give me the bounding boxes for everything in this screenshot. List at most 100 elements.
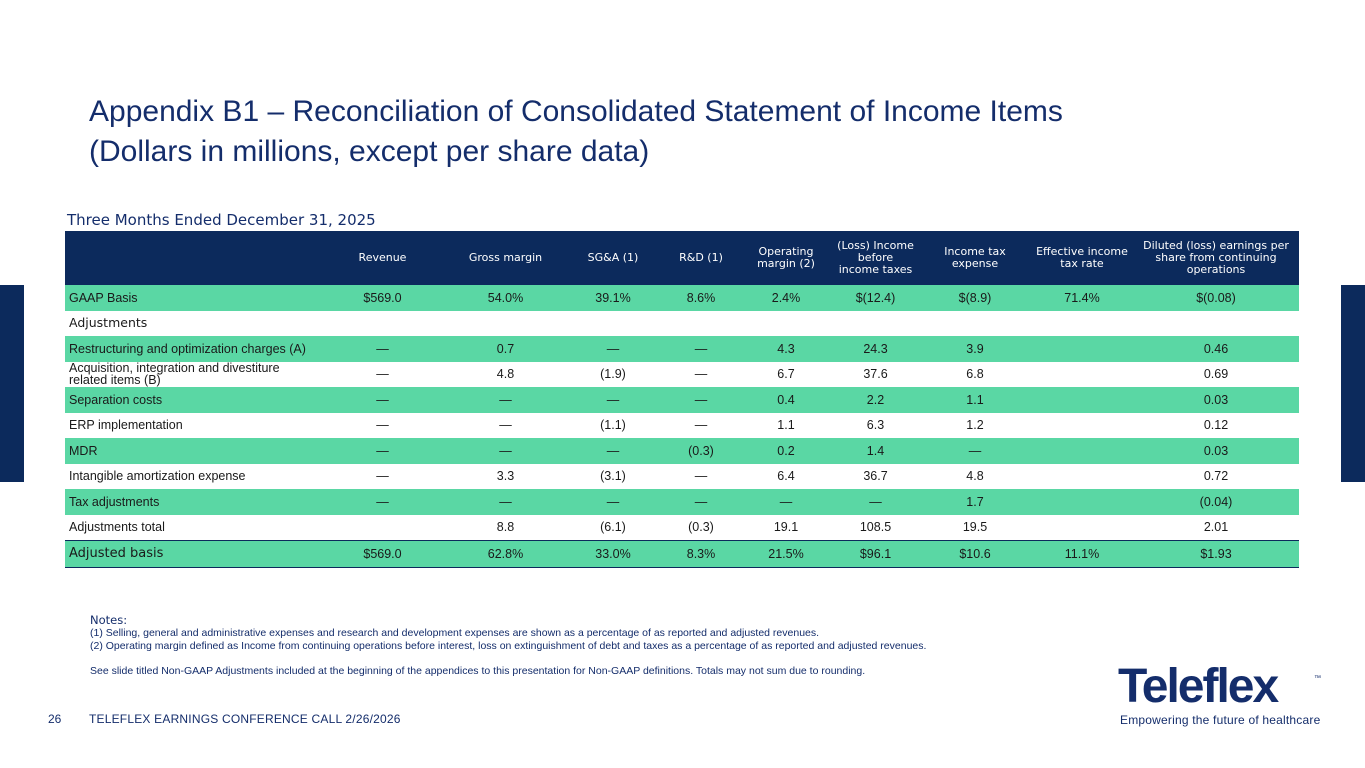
table-cell: (0.3) [662,438,740,464]
reconciliation-table: Revenue Gross margin SG&A (1) R&D (1) Operat… [65,231,1299,568]
table-cell: $(0.08) [1133,285,1299,311]
table-cell: — [564,387,662,413]
table-cell: 33.0% [564,540,662,568]
table-cell: 1.2 [919,412,1031,438]
table-cell [1031,336,1133,362]
table-row: Intangible amortization expense —3.3 (3.1)… [65,463,1299,489]
table-cell: $(12.4) [832,285,919,311]
table-cell [1031,387,1133,413]
table-cell: (3.1) [564,463,662,489]
table-cell: 11.1% [1031,540,1133,568]
table-cell: 0.7 [447,336,564,362]
table-cell [318,514,447,541]
row-label: Adjustments total [65,514,318,541]
table-cell: 0.4 [740,387,832,413]
table-cell: — [318,463,447,489]
row-label: Tax adjustments [65,489,318,515]
table-cell: 1.4 [832,438,919,464]
table-cell: 3.9 [919,336,1031,362]
table-cell: — [318,438,447,464]
table-cell: 2.01 [1133,514,1299,541]
see-note: See slide titled Non-GAAP Adjustments in… [90,665,866,677]
table-cell: 6.7 [740,361,832,387]
logo-wordmark: Teleflex [1118,660,1280,712]
table-cell: — [662,463,740,489]
table-cell: 6.8 [919,361,1031,387]
table-cell: $569.0 [318,285,447,311]
table-cell: 0.03 [1133,387,1299,413]
table-cell: 108.5 [832,514,919,541]
table-cell: 2.4% [740,285,832,311]
notes-section: Notes: (1) Selling, general and administ… [90,614,1090,678]
table-cell: $(8.9) [919,285,1031,311]
page-title-line-1: Appendix B1 – Reconciliation of Consolid… [89,95,1063,128]
row-label: Restructuring and optimization charges (… [65,336,318,362]
header-cell: Income tax expense [919,231,1031,285]
table-cell: 6.4 [740,463,832,489]
table-cell [564,310,662,336]
table-cell: 39.1% [564,285,662,311]
table-cell [1031,361,1133,387]
table-row: Acquisition, integration and divestiture… [65,361,1299,387]
row-label: Intangible amortization expense [65,463,318,489]
table-cell: 2.2 [832,387,919,413]
header-cell: (Loss) Income before income taxes [832,231,919,285]
table-cell: — [832,489,919,515]
table-cell: 6.3 [832,412,919,438]
note-2: (2) Operating margin defined as Income f… [90,640,927,652]
table-cell: — [318,361,447,387]
table-cell: — [662,336,740,362]
table-cell: (0.04) [1133,489,1299,515]
table-cell [1031,489,1133,515]
period-label: Three Months Ended December 31, 2025 [67,211,376,229]
row-label: GAAP Basis [65,285,318,311]
table-cell: $569.0 [318,540,447,568]
table-cell [447,310,564,336]
table-cell: 62.8% [447,540,564,568]
table-cell: 54.0% [447,285,564,311]
table-row: GAAP Basis $569.0 54.0% 39.1% 8.6% 2.4% $(12.4… [65,285,1299,311]
table-cell: (1.1) [564,412,662,438]
table-cell: — [318,489,447,515]
table-cell: — [318,412,447,438]
teleflex-logo: Teleflex ™ [1118,660,1328,730]
table-cell: — [318,387,447,413]
table-cell: 19.5 [919,514,1031,541]
logo-tagline: Empowering the future of healthcare [1120,713,1321,727]
logo-trademark: ™ [1314,675,1321,682]
table-cell: — [564,336,662,362]
header-cell: Gross margin [447,231,564,285]
table-cell: — [447,412,564,438]
table-cell: — [447,489,564,515]
table-cell: — [662,361,740,387]
header-cell: Revenue [318,231,447,285]
table-cell: 19.1 [740,514,832,541]
table-cell: 0.72 [1133,463,1299,489]
table-cell: — [919,438,1031,464]
table-cell: 4.8 [919,463,1031,489]
table-cell: 1.1 [740,412,832,438]
table-cell: $10.6 [919,540,1031,568]
table-cell [1031,438,1133,464]
table-cell: 8.3% [662,540,740,568]
row-label: Adjusted basis [65,540,318,568]
table-cell: 0.12 [1133,412,1299,438]
row-label: Acquisition, integration and divestiture… [65,361,318,387]
table-cell: 71.4% [1031,285,1133,311]
table-cell: 3.3 [447,463,564,489]
table-cell: — [447,438,564,464]
table-cell [832,310,919,336]
header-cell-label [65,231,318,285]
table-cell: — [318,336,447,362]
table-cell: (6.1) [564,514,662,541]
row-label: MDR [65,438,318,464]
table-cell [318,310,447,336]
note-1: (1) Selling, general and administrative … [90,627,820,639]
table-cell: $96.1 [832,540,919,568]
table-cell [1031,412,1133,438]
table-cell [1031,514,1133,541]
table-cell [1133,310,1299,336]
table-cell: — [564,438,662,464]
table-cell [1031,463,1133,489]
table-cell: 8.8 [447,514,564,541]
